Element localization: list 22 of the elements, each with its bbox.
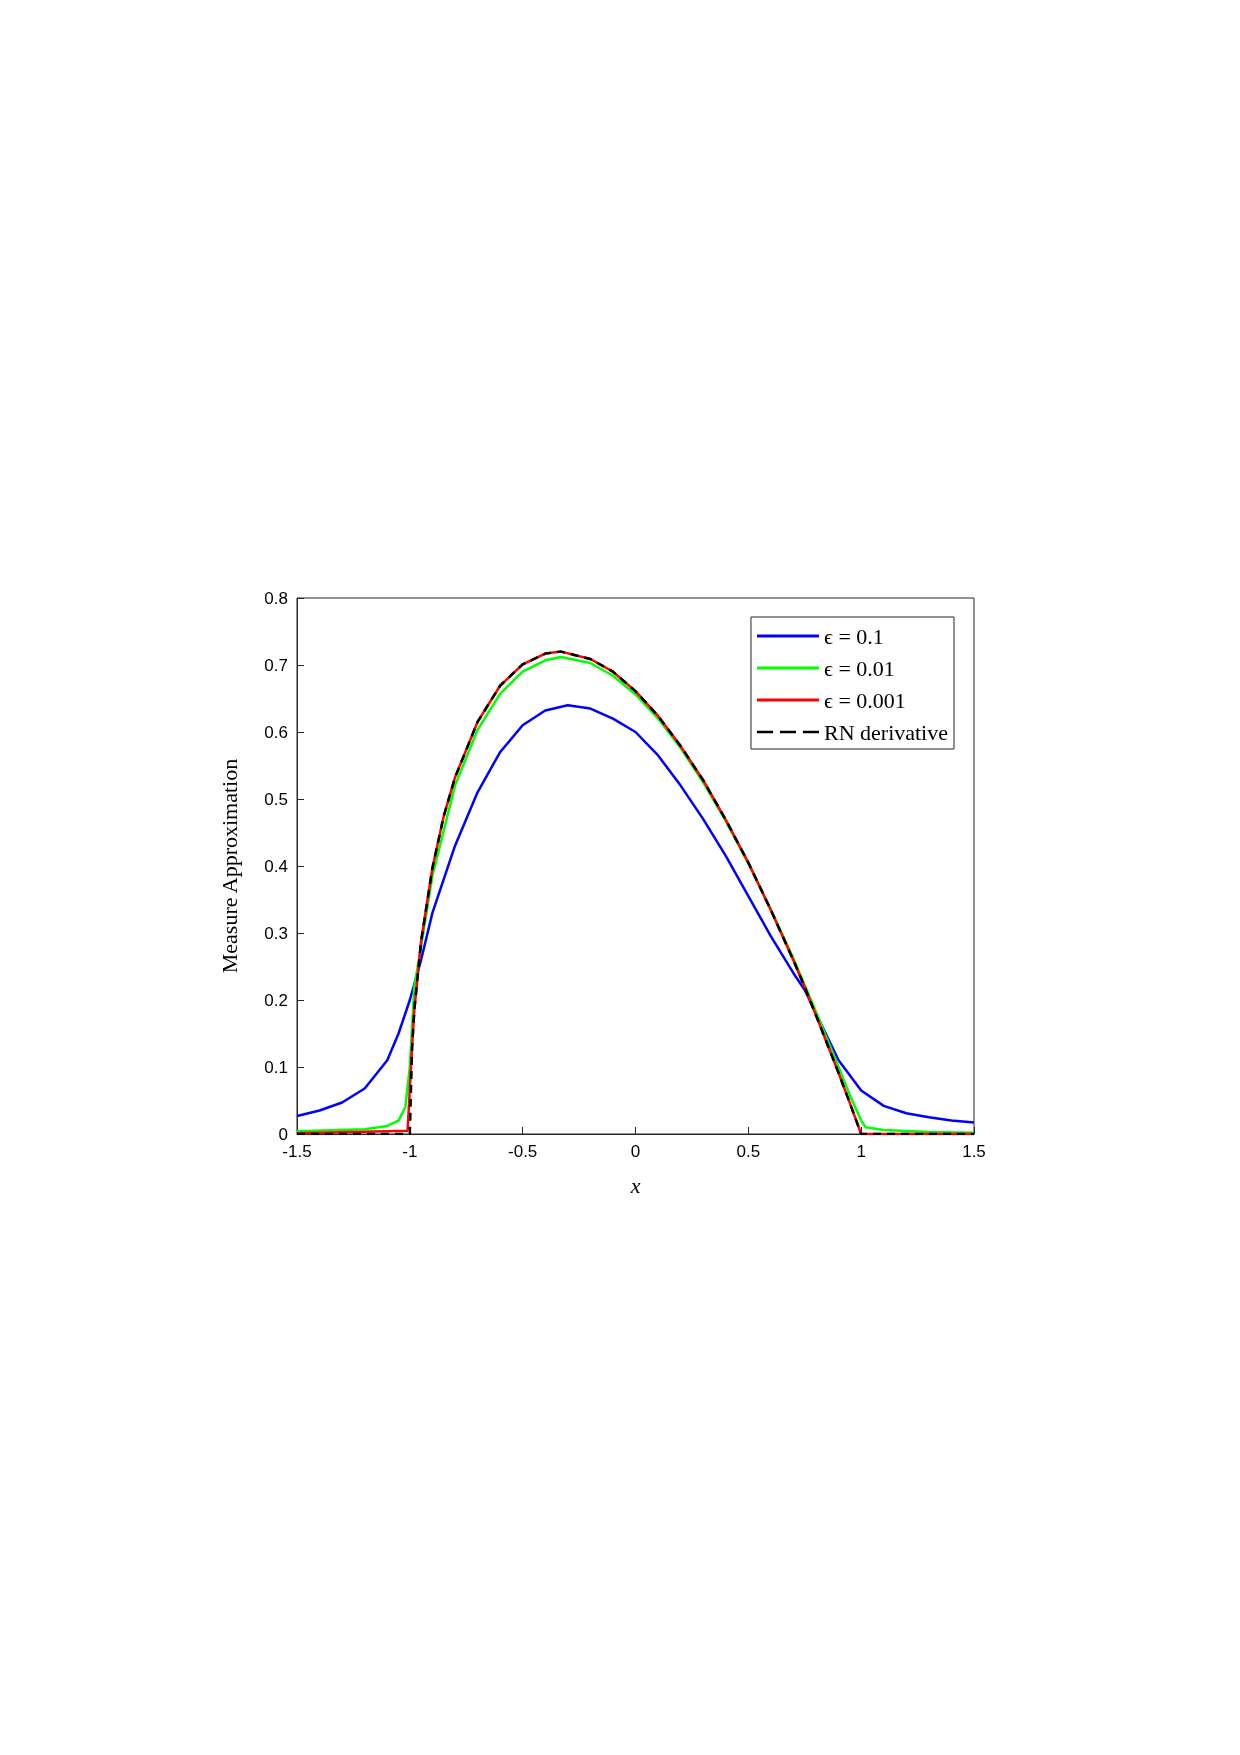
y-tick-label: 0.7	[264, 655, 288, 675]
x-tick-label: 1.5	[962, 1142, 986, 1161]
x-axis-title: x	[629, 1172, 641, 1198]
y-tick-label: 0.4	[264, 856, 288, 876]
y-tick-label: 0.1	[264, 1057, 288, 1077]
y-axis-title: Measure Approximation	[216, 758, 242, 974]
y-tick-label: 0.2	[264, 990, 288, 1010]
y-tick-label: 0.6	[264, 722, 288, 742]
legend-label: ϵ = 0.001	[823, 687, 906, 713]
x-tick-label: 0	[630, 1142, 641, 1161]
legend-label: RN derivative	[823, 719, 949, 745]
x-tick-label: -0.5	[508, 1142, 538, 1161]
y-tick-label: 0.5	[264, 789, 288, 809]
x-tick-label: 0.5	[736, 1142, 761, 1161]
y-tick-label: 0	[278, 1124, 288, 1144]
legend-label: ϵ = 0.01	[823, 655, 895, 681]
y-tick-label: 0.8	[264, 588, 288, 608]
x-tick-label: -1.5	[282, 1142, 312, 1161]
x-tick-label: 1	[856, 1142, 866, 1161]
y-tick-label: 0.3	[264, 923, 288, 943]
x-tick-label: -1	[402, 1142, 418, 1161]
legend-label: ϵ = 0.1	[823, 623, 884, 649]
